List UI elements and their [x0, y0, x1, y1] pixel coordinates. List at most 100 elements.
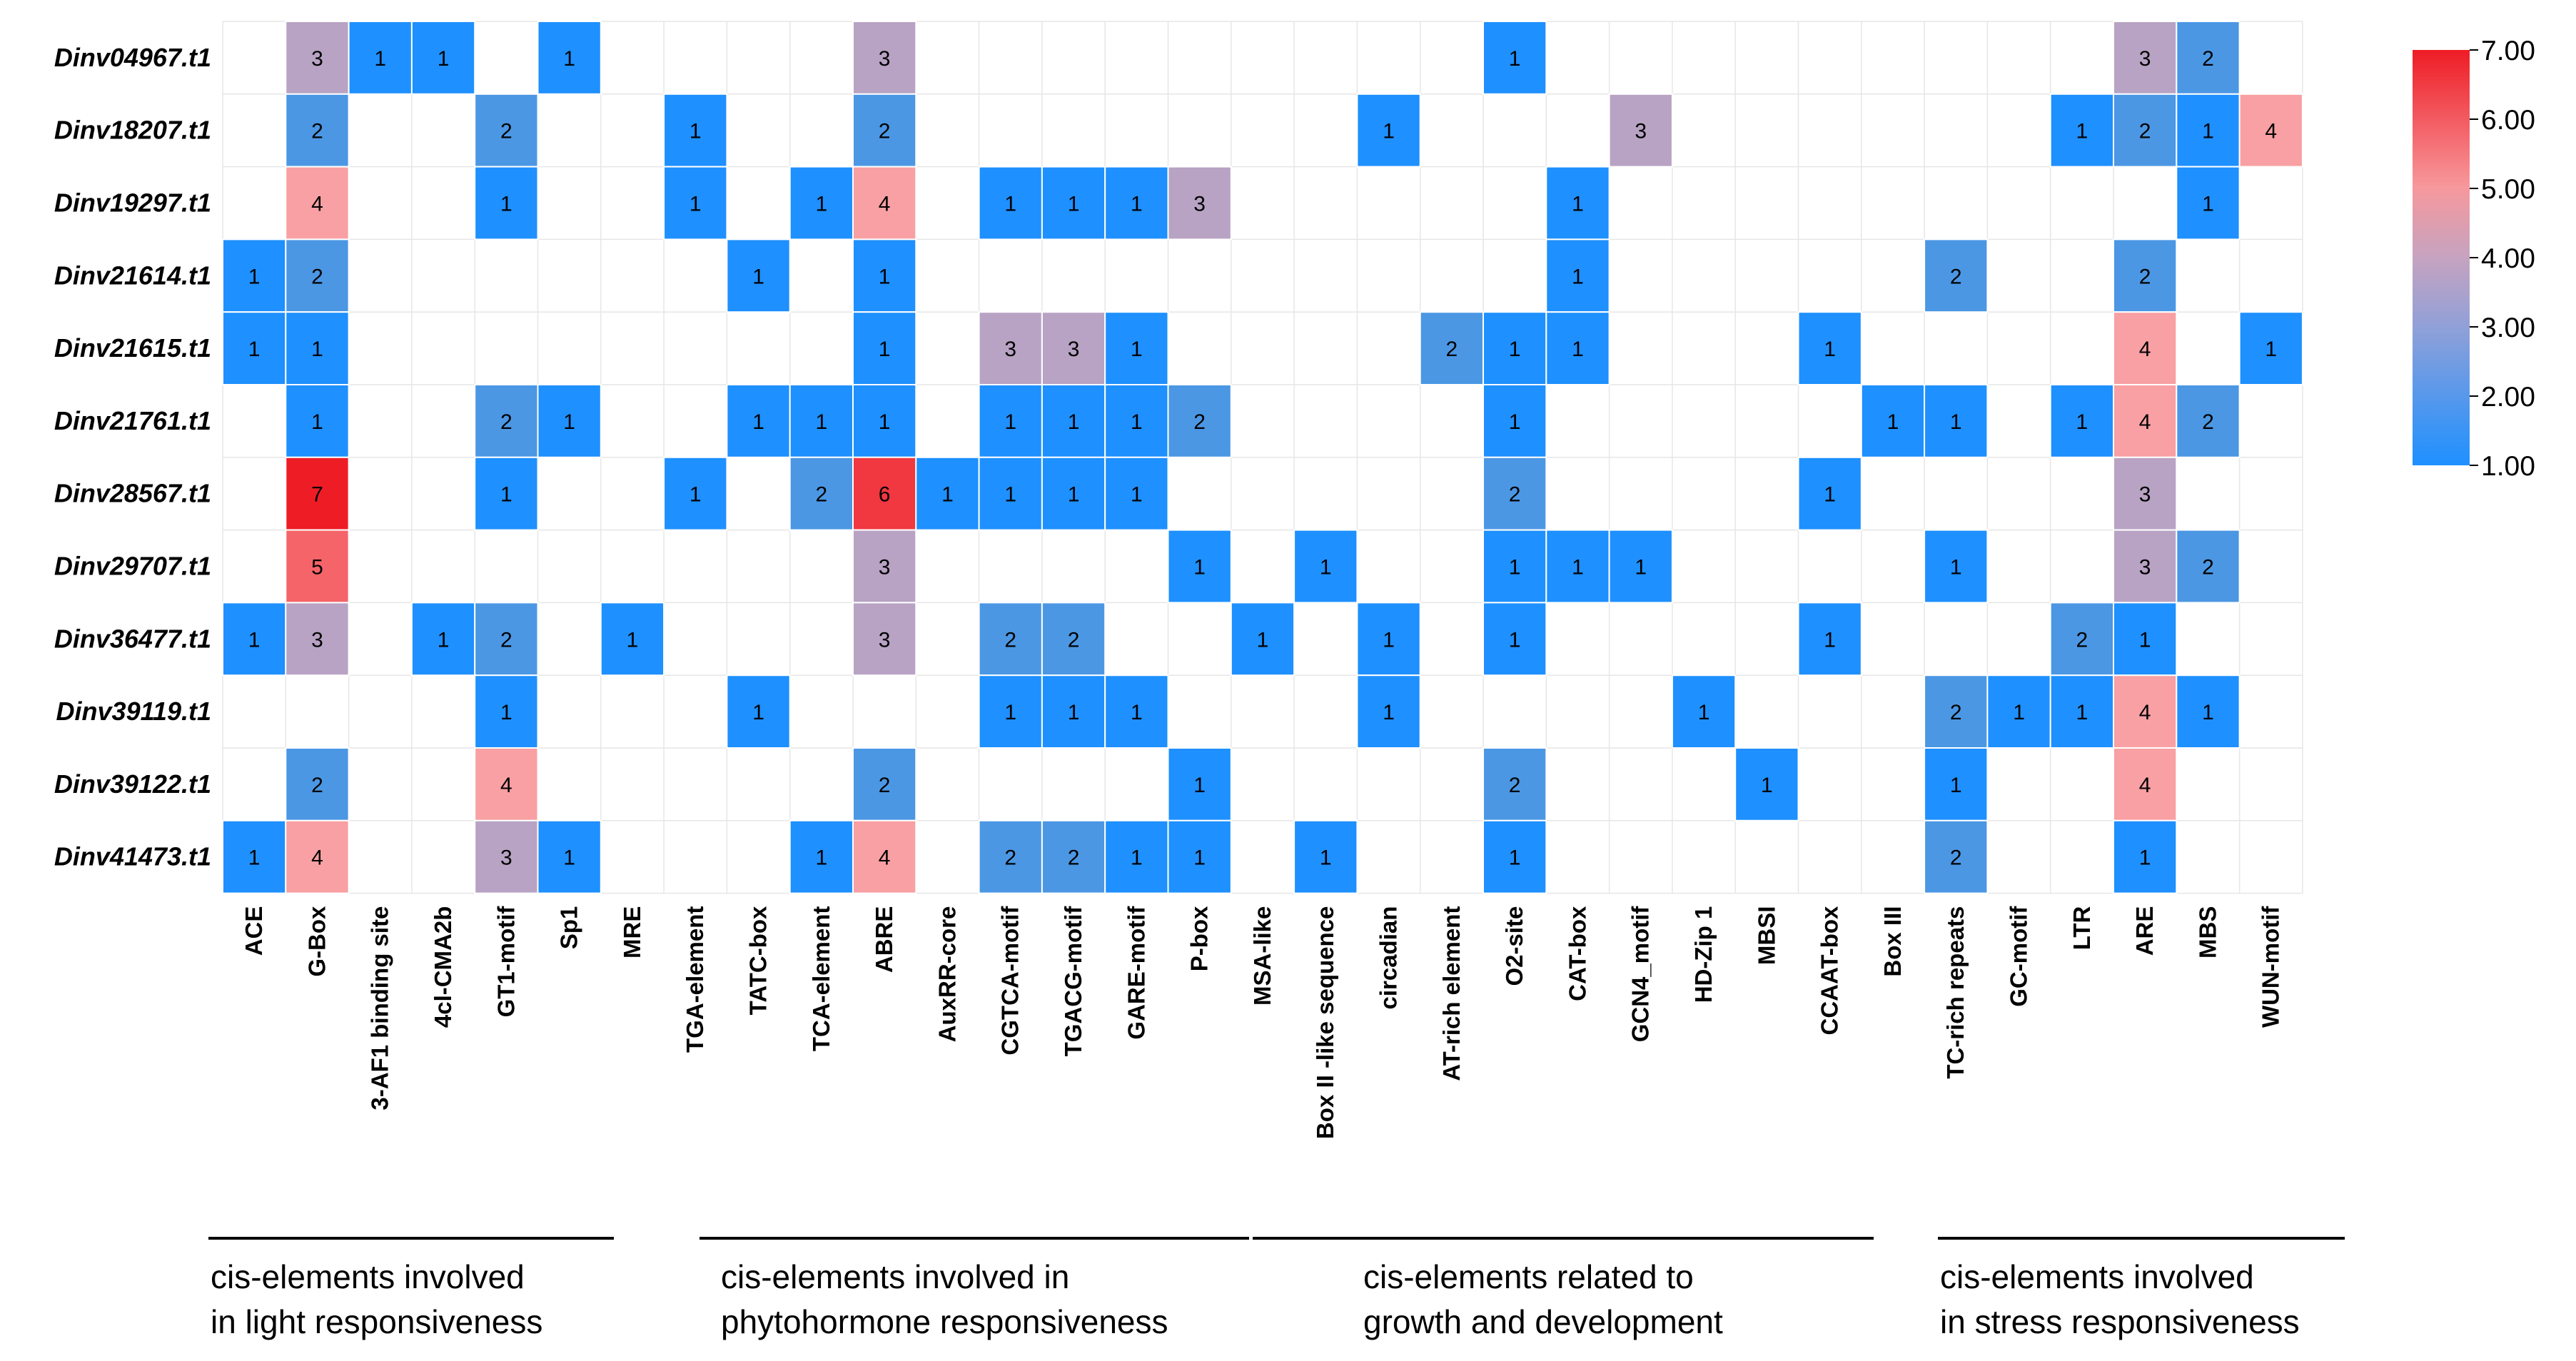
colorbar: 7.00 6.00 5.00 4.00 3.00 2.00 1.00	[2413, 36, 2535, 482]
heatmap-cell	[852, 747, 917, 821]
heatmap-cell	[1167, 529, 1232, 604]
group-label-line2: growth and development	[1363, 1303, 1723, 1340]
cell-value-label: 1	[1383, 701, 1395, 724]
heatmap-cell	[285, 819, 350, 894]
cell-value-label: 2	[1004, 628, 1016, 652]
element-groups: cis-elements involved in light responsive…	[208, 1237, 2345, 1340]
cell-value-label: 1	[1068, 483, 1080, 507]
heatmap-cell	[1608, 93, 1673, 168]
heatmap-cell	[285, 238, 350, 313]
cell-value-label: 1	[1068, 701, 1080, 724]
cell-value-label: 1	[1950, 774, 1962, 797]
cell-value-label: 2	[311, 120, 323, 143]
heatmap-cell	[1483, 529, 1547, 604]
cell-value-label: 1	[563, 47, 575, 71]
column-label: Sp1	[556, 906, 582, 950]
group-label-line2: phytohormone responsiveness	[721, 1303, 1168, 1340]
heatmap-cell	[1041, 602, 1106, 677]
cell-value-label: 1	[690, 483, 702, 507]
cell-value-label: 1	[563, 410, 575, 434]
column-label: ACE	[241, 906, 267, 956]
cell-value-label: 2	[1004, 846, 1016, 870]
cell-value-label: 1	[1824, 338, 1836, 361]
cell-value-label: 1	[1383, 120, 1395, 143]
heatmap-cell	[852, 529, 917, 604]
cell-value-label: 1	[1572, 265, 1584, 288]
colorbar-gradient	[2413, 50, 2470, 465]
colorbar-tick-label: 1.00	[2481, 451, 2535, 482]
row-label: Dinv21614.t1	[54, 260, 211, 290]
heatmap-cell	[1041, 166, 1106, 241]
heatmap-cell	[1924, 819, 1989, 894]
heatmap-cell	[978, 311, 1043, 386]
heatmap-cell	[852, 93, 917, 168]
heatmap-cell	[1797, 311, 1862, 386]
cell-value-label: 1	[248, 628, 261, 652]
cell-value-label: 4	[2139, 774, 2151, 797]
heatmap-cell	[1167, 747, 1232, 821]
heatmap-cell	[852, 602, 917, 677]
cell-value-label: 3	[879, 556, 891, 580]
cell-value-label: 2	[2139, 120, 2151, 143]
heatmap-cell	[852, 238, 917, 313]
cell-value-label: 1	[311, 338, 323, 361]
heatmap-cell	[1924, 747, 1989, 821]
cell-value-label: 2	[1950, 701, 1962, 724]
heatmap-cell	[852, 384, 917, 458]
heatmap-cell	[852, 166, 917, 241]
heatmap-cell	[726, 384, 791, 458]
cell-value-label: 2	[1193, 410, 1206, 434]
column-label: LTR	[2069, 906, 2095, 950]
column-label: TC-rich repeats	[1942, 906, 1969, 1079]
column-label: AT-rich element	[1438, 906, 1465, 1081]
heatmap-cell	[410, 21, 476, 95]
cell-value-label: 2	[311, 774, 323, 797]
cell-value-label: 1	[1068, 410, 1080, 434]
cell-value-label: 1	[1257, 628, 1269, 652]
column-label: MSA-like	[1249, 906, 1276, 1006]
column-label: TGA-element	[682, 906, 708, 1053]
group-label-line2: in light responsiveness	[211, 1303, 542, 1340]
cell-value-label: 1	[1193, 774, 1206, 797]
heatmap-cell	[978, 384, 1043, 458]
cell-value-label: 2	[1509, 774, 1521, 797]
cell-value-label: 1	[816, 193, 828, 216]
heatmap-cell	[1483, 747, 1547, 821]
heatmap-cell	[2049, 93, 2114, 168]
cell-value-label: 1	[2139, 846, 2151, 870]
column-label: 3-AF1 binding site	[367, 906, 393, 1110]
cell-value-label: 1	[248, 338, 261, 361]
cell-value-label: 1	[2076, 410, 2088, 434]
row-labels: Dinv04967.t1 Dinv18207.t1 Dinv19297.t1 Dinv…	[54, 43, 211, 871]
heatmap-cell	[2176, 166, 2241, 241]
heatmap-cell	[1167, 819, 1232, 894]
cell-value-label: 7	[311, 483, 323, 507]
cell-value-label: 1	[1761, 774, 1773, 797]
heatmap-cell	[1167, 384, 1232, 458]
cell-value-label: 4	[2139, 701, 2151, 724]
heatmap-cells: 3 1 1 1 3 1 3 2 2 2 1 2 1 3 1 2 1 4 4 1 1 1 4 1 1 1 3 1 1 1 2 1 1 1 2 2 1 1 1 3…	[222, 21, 2303, 894]
cell-value-label: 1	[1004, 701, 1016, 724]
heatmap-cell	[978, 166, 1043, 241]
heatmap-cell	[285, 93, 350, 168]
cell-value-label: 1	[879, 338, 891, 361]
cell-value-label: 1	[563, 846, 575, 870]
cell-value-label: 1	[1635, 556, 1647, 580]
group-label-line1: cis-elements involved	[211, 1258, 525, 1295]
column-label: MBS	[2194, 906, 2221, 958]
cell-value-label: 1	[248, 846, 261, 870]
colorbar-tick-label: 3.00	[2481, 313, 2535, 343]
heatmap-cell	[2238, 93, 2303, 168]
heatmap-cell	[2113, 21, 2178, 95]
heatmap-cell	[978, 674, 1043, 749]
heatmap-cell	[1041, 456, 1106, 531]
cell-value-label: 1	[1887, 410, 1899, 434]
column-label: GT1-motif	[493, 906, 519, 1018]
heatmap-cell	[537, 384, 602, 458]
colorbar-tick-label: 2.00	[2481, 382, 2535, 413]
cell-value-label: 1	[752, 701, 764, 724]
heatmap-cell	[2113, 456, 2178, 531]
cell-value-label: 1	[1572, 193, 1584, 216]
cell-value-label: 3	[500, 846, 512, 870]
